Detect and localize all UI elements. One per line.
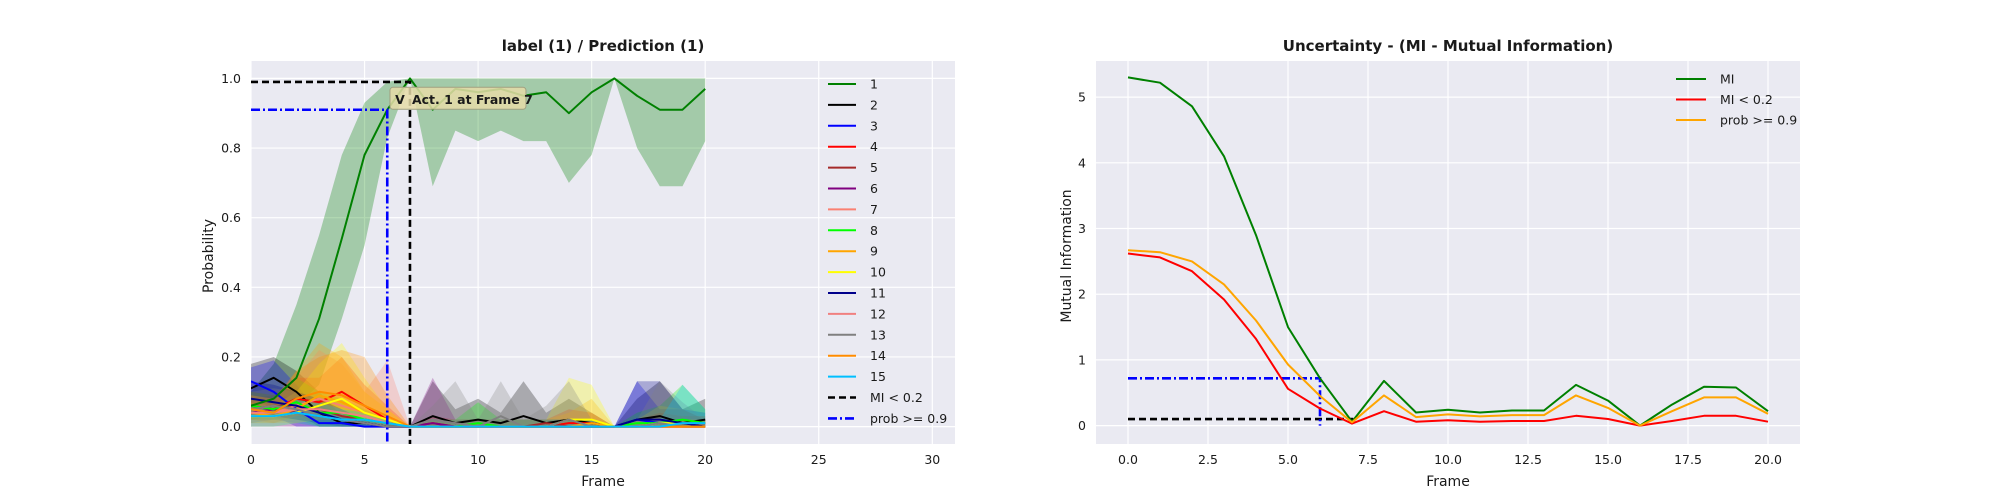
y-tick-label: 5 — [1078, 90, 1086, 105]
annotation-text: Act. 1 at Frame 7 — [412, 92, 533, 107]
reference-line-1 — [251, 108, 389, 444]
y-tick-label: 0.4 — [221, 280, 241, 295]
reference-line-0 — [251, 80, 412, 444]
legend-label: 10 — [870, 265, 886, 280]
y-tick-label: 1 — [1078, 352, 1086, 367]
y-tick-label: 0 — [1078, 418, 1086, 433]
chart1-xlabel: Frame — [581, 474, 625, 490]
probability-chart: label (1) / Prediction (1) Frame Probabi… — [201, 37, 955, 490]
chart1-title: label (1) / Prediction (1) — [502, 37, 705, 55]
legend-label: 13 — [870, 327, 886, 342]
series-8-line — [251, 401, 706, 428]
legend-label: 14 — [870, 348, 886, 363]
x-tick-label: 0 — [247, 452, 255, 467]
legend-label: MI — [1720, 72, 1734, 87]
x-tick-label: 25 — [811, 452, 827, 467]
chart2-ylabel: Mutual Information — [1059, 189, 1075, 322]
series-11-band — [251, 381, 706, 427]
y-tick-label: 2 — [1078, 287, 1086, 302]
legend-label: 8 — [870, 223, 878, 238]
series-1-band — [251, 78, 706, 420]
legend-label: 7 — [870, 202, 878, 217]
legend-label: 3 — [870, 118, 878, 133]
legend-label: 1 — [870, 77, 878, 92]
legend-label: 9 — [870, 244, 878, 259]
chart1-ylabel: Probability — [201, 219, 217, 293]
chart2-title: Uncertainty - (MI - Mutual Information) — [1283, 37, 1613, 55]
legend-label: 5 — [870, 160, 878, 175]
series-13-band — [251, 381, 706, 427]
legend-label: prob >= 0.9 — [1720, 113, 1797, 128]
x-tick-label: 7.5 — [1358, 452, 1378, 467]
plot-content — [1127, 76, 1769, 427]
legend-label: MI < 0.2 — [870, 390, 923, 405]
series-8-band — [251, 377, 706, 427]
chart2-xlabel: Frame — [1426, 474, 1470, 490]
x-tick-label: 20 — [697, 452, 713, 467]
series-MI-line — [1127, 76, 1769, 427]
x-tick-label: 30 — [924, 452, 940, 467]
x-tick-label: 2.5 — [1198, 452, 1218, 467]
x-tick-label: 5.0 — [1278, 452, 1298, 467]
y-tick-label: 3 — [1078, 221, 1086, 236]
annotation-marker: V — [395, 92, 405, 107]
x-tick-label: 5 — [361, 452, 369, 467]
legend-label: 15 — [870, 369, 886, 384]
y-tick-label: 1.0 — [221, 71, 241, 86]
series-7-band — [251, 350, 706, 427]
legend-label: 12 — [870, 306, 886, 321]
series-14-band — [251, 350, 706, 427]
x-tick-label: 17.5 — [1674, 452, 1702, 467]
y-tick-label: 0.8 — [221, 141, 241, 156]
x-tick-label: 10.0 — [1434, 452, 1462, 467]
y-tick-label: 0.2 — [221, 349, 241, 364]
legend-label: 4 — [870, 139, 878, 154]
uncertainty-chart: Uncertainty - (MI - Mutual Information) … — [1059, 37, 1800, 490]
reference-line-0 — [1128, 417, 1354, 426]
x-tick-label: 10 — [470, 452, 486, 467]
y-tick-label: 0.6 — [221, 210, 241, 225]
x-tick-label: 0.0 — [1118, 452, 1138, 467]
plot-content — [251, 77, 706, 444]
series-prob >= 0.9-line — [1127, 249, 1769, 427]
legend-label: 6 — [870, 181, 878, 196]
legend-label: prob >= 0.9 — [870, 411, 947, 426]
series-6-band — [251, 377, 706, 427]
legend-label: 2 — [870, 97, 878, 112]
y-tick-label: 0.0 — [221, 419, 241, 434]
x-tick-label: 15 — [584, 452, 600, 467]
series-MI < 0.2-line — [1127, 252, 1769, 427]
legend: MI MI < 0.2 prob >= 0.9 — [1676, 72, 1797, 128]
annotation-box — [389, 86, 527, 110]
x-tick-label: 12.5 — [1514, 452, 1542, 467]
series-4-band — [251, 357, 706, 427]
legend-label: 11 — [870, 286, 886, 301]
y-tick-label: 4 — [1078, 155, 1086, 170]
x-tick-label: 20.0 — [1754, 452, 1782, 467]
x-tick-label: 15.0 — [1594, 452, 1622, 467]
series-15-line — [251, 411, 706, 428]
legend-label: MI < 0.2 — [1720, 92, 1773, 107]
